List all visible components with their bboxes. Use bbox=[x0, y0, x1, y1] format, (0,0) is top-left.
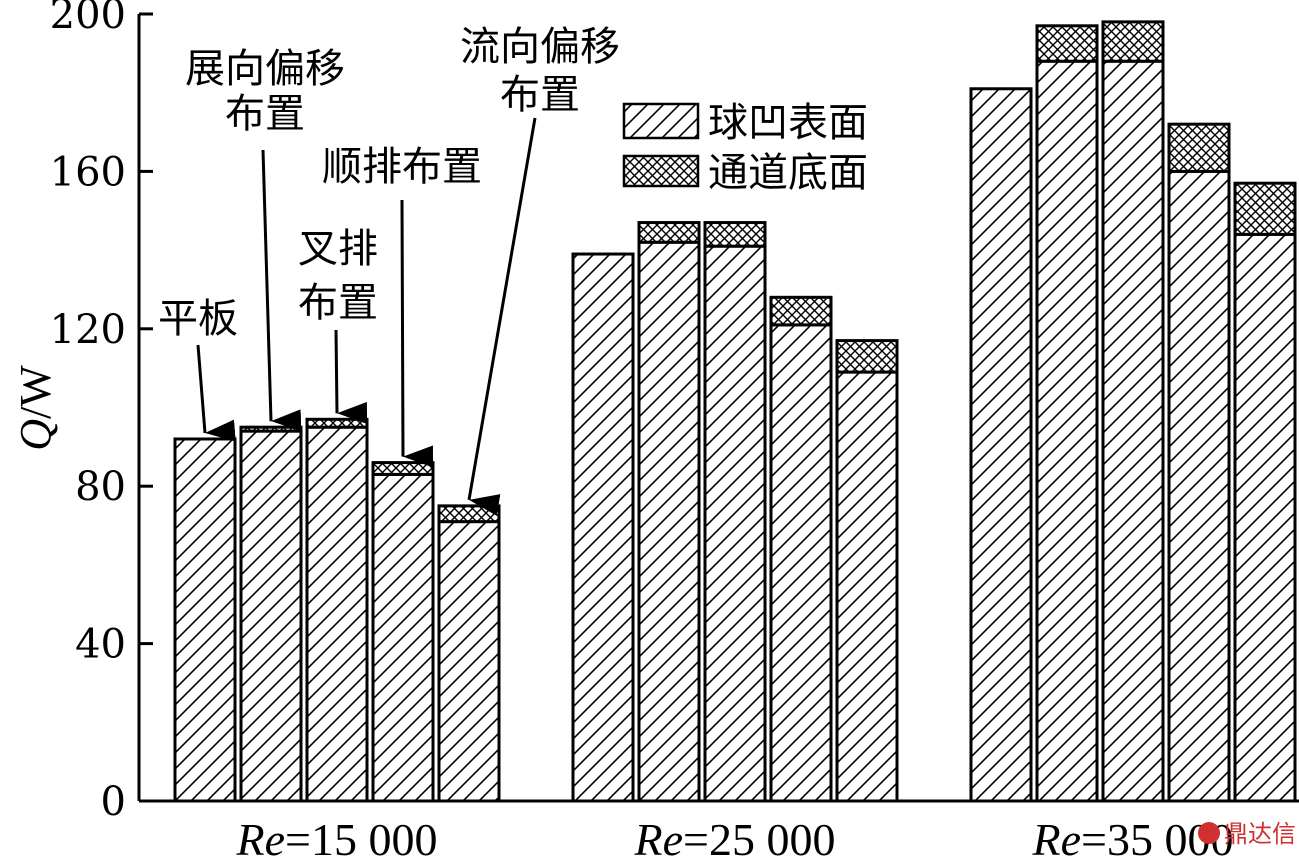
legend-swatch-surface bbox=[622, 102, 700, 140]
annotation-arrow-2 bbox=[334, 329, 368, 424]
watermark-text: 鼎达信 bbox=[1224, 820, 1296, 848]
bar-surface-g0-b0 bbox=[173, 437, 237, 803]
y-tick-label-5: 200 bbox=[50, 0, 126, 38]
bar-surface-g0-b1 bbox=[239, 429, 303, 803]
legend-label-surface: 球凹表面 bbox=[708, 100, 868, 146]
annotation-4-line-0: 流向偏移 bbox=[460, 24, 620, 70]
annotation-arrows bbox=[196, 117, 537, 516]
bar-surface-g1-b1 bbox=[637, 240, 701, 803]
bar-surface-g0-b3 bbox=[371, 472, 435, 803]
bar-surface-g1-b0 bbox=[571, 252, 635, 803]
bar-surface-g2-b3 bbox=[1167, 169, 1231, 803]
bar-bottom-g1-b1 bbox=[637, 221, 701, 244]
annotation-arrow-1 bbox=[261, 149, 302, 432]
bar-bottom-g2-b4 bbox=[1233, 181, 1297, 236]
group-label-0: Re=15 000 bbox=[236, 814, 438, 859]
legend: 球凹表面 通道底面 bbox=[622, 100, 868, 196]
bar-bottom-g1-b4 bbox=[835, 339, 899, 374]
y-tick-label-3: 120 bbox=[50, 307, 126, 353]
bar-bottom-g1-b2 bbox=[703, 221, 767, 248]
bar-surface-g0-b2 bbox=[305, 425, 369, 803]
annotation-1-line-0: 展向偏移 bbox=[185, 46, 345, 92]
group-labels: Re=15 000 Re=25 000 Re=35 000 bbox=[236, 814, 1234, 859]
bar-bottom-g0-b3 bbox=[371, 461, 435, 476]
bar-bottom-g0-b1 bbox=[239, 425, 303, 433]
y-tick-label-0: 0 bbox=[101, 779, 126, 825]
y-tick-label-2: 80 bbox=[75, 464, 126, 510]
bar-surface-g1-b4 bbox=[835, 370, 899, 803]
watermark: 鼎达信 bbox=[1198, 820, 1296, 848]
y-ticks: 0 40 80 120 160 200 bbox=[50, 0, 153, 825]
bar-bottom-g0-b4 bbox=[437, 504, 501, 524]
bar-bottom-g2-b2 bbox=[1101, 20, 1165, 63]
y-tick-label-4: 160 bbox=[50, 149, 126, 195]
bar-surface-g0-b4 bbox=[437, 520, 501, 803]
annotation-arrow-3 bbox=[400, 199, 434, 468]
bar-surface-g2-b0 bbox=[969, 87, 1033, 803]
legend-label-bottom: 通道底面 bbox=[708, 150, 868, 196]
annotation-1-line-1: 布置 bbox=[225, 91, 305, 137]
watermark-logo-icon bbox=[1198, 822, 1220, 844]
bar-surface-g2-b4 bbox=[1233, 232, 1297, 803]
annotation-2-line-1: 布置 bbox=[298, 280, 378, 326]
annotation-3-line-0: 顺排布置 bbox=[322, 144, 482, 190]
group-label-1: Re=25 000 bbox=[634, 814, 836, 859]
annotation-2-line-0: 叉排 bbox=[298, 226, 378, 272]
bar-surface-g2-b2 bbox=[1101, 59, 1165, 803]
bar-bottom-g2-b3 bbox=[1167, 122, 1231, 173]
bar-surface-g1-b2 bbox=[703, 244, 767, 803]
bar-surface-g2-b1 bbox=[1035, 59, 1099, 803]
y-axis-label: Q/W bbox=[11, 365, 60, 451]
annotation-0-line-0: 平板 bbox=[158, 296, 238, 342]
bar-bottom-g1-b3 bbox=[769, 295, 833, 327]
bar-bottom-g0-b2 bbox=[305, 417, 369, 429]
bar-bottom-g2-b1 bbox=[1035, 24, 1099, 63]
bar-surface-g1-b3 bbox=[769, 323, 833, 803]
annotation-arrow-4 bbox=[467, 117, 537, 516]
annotation-4-line-1: 布置 bbox=[500, 72, 580, 118]
legend-swatch-bottom bbox=[622, 154, 700, 188]
annotation-arrow-0 bbox=[196, 344, 236, 442]
y-tick-label-1: 40 bbox=[75, 622, 126, 668]
